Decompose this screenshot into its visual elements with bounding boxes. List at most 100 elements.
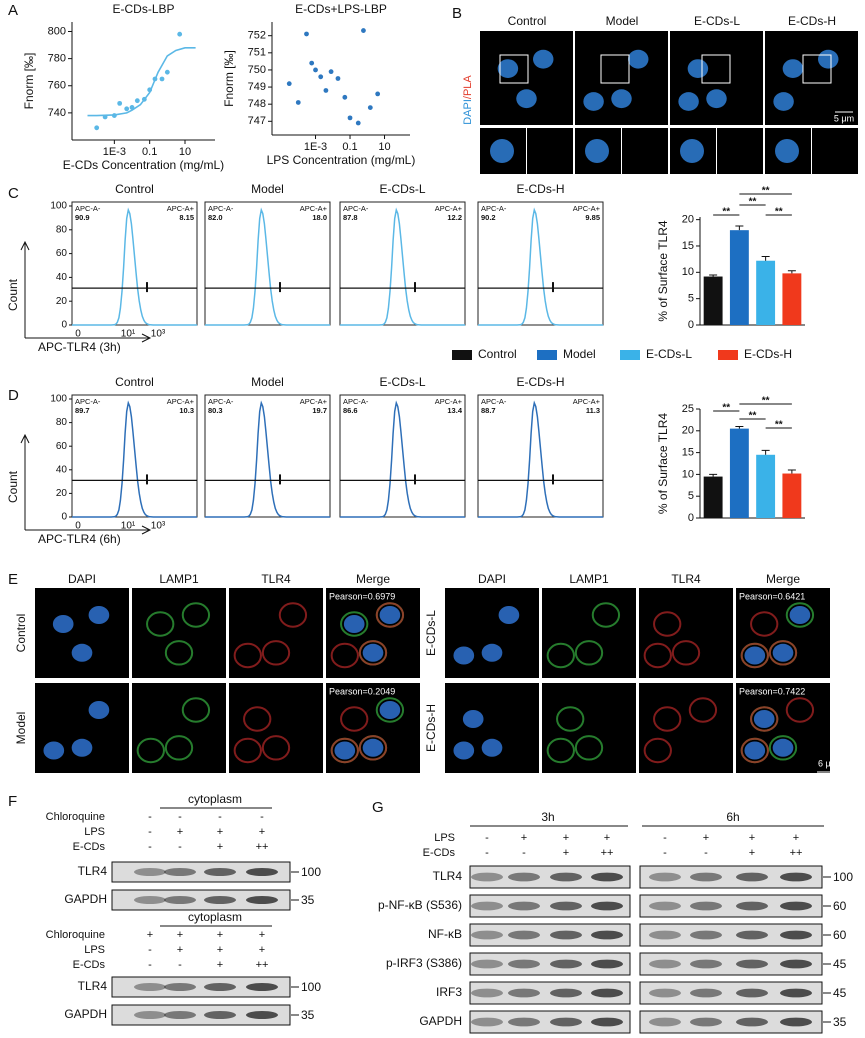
- cell-stain: [181, 602, 211, 628]
- cell-nucleus: [775, 139, 799, 163]
- cell-stain: [591, 602, 621, 628]
- panel-label: B: [452, 5, 462, 22]
- data-point: [335, 76, 341, 81]
- blot-band: [780, 901, 812, 911]
- axis-arrow: [20, 433, 152, 535]
- lane-sign: +: [217, 929, 223, 941]
- gate-value: 89.7: [75, 406, 90, 415]
- blot-band: [134, 1011, 166, 1019]
- y-tick-label: 5: [688, 293, 694, 305]
- blot-band: [649, 959, 681, 969]
- x-tick-label: 0: [75, 521, 81, 532]
- data-point: [347, 115, 353, 121]
- gate-label: APC-A+: [573, 204, 601, 213]
- data-point: [159, 76, 165, 82]
- lane-sign: +: [521, 832, 527, 844]
- panel-label: F: [8, 793, 17, 810]
- legend-swatch: [718, 350, 738, 360]
- lane-sign: +: [749, 832, 755, 844]
- blot-band: [164, 868, 196, 876]
- blot-band: [690, 959, 722, 969]
- y-tick-label: 747: [248, 115, 266, 127]
- cell-stain: [740, 737, 769, 764]
- micrograph: [229, 683, 323, 773]
- lane-sign: -: [663, 847, 667, 859]
- cell-stain: [653, 706, 682, 732]
- data-point: [94, 125, 100, 131]
- blot-band: [780, 872, 812, 882]
- x-axis-label: E-CDs Concentration (mg/mL): [63, 158, 224, 172]
- y-axis-label: % of Surface TLR4: [656, 413, 670, 514]
- blot-band: [591, 930, 623, 940]
- blot-band: [591, 988, 623, 998]
- blot-header: cytoplasm: [188, 910, 242, 924]
- data-point: [286, 81, 292, 87]
- column-label: Merge: [766, 572, 800, 586]
- error-bar: [709, 473, 718, 477]
- y-tick-label: 5: [688, 490, 694, 502]
- treatment-label: Chloroquine: [46, 811, 105, 823]
- y-tick-label: 750: [248, 64, 266, 76]
- lane-sign: +: [259, 826, 265, 838]
- cell-nucleus: [744, 741, 766, 760]
- blot-band: [204, 983, 236, 991]
- blot-band: [591, 1017, 623, 1027]
- histogram-curve: [478, 400, 603, 518]
- x-tick-label: 1E-3: [304, 141, 327, 153]
- micrograph: [542, 683, 636, 773]
- cell-stain: [146, 611, 175, 637]
- lane-sign: -: [148, 826, 152, 838]
- blot: [111, 861, 291, 883]
- cell-nucleus: [43, 741, 65, 760]
- y-tick-label: 20: [682, 214, 694, 226]
- gate-label: APC-A-: [481, 204, 507, 213]
- bar: [703, 476, 723, 518]
- blot-band: [164, 983, 196, 991]
- flow-title: E-CDs-H: [517, 375, 565, 389]
- blot-label: GAPDH: [64, 1007, 107, 1021]
- data-point: [375, 91, 381, 97]
- histogram-curve: [205, 400, 330, 518]
- cell-stain: [278, 602, 308, 628]
- cell-stain: [750, 706, 779, 732]
- pearson-label: Pearson=0.6421: [739, 591, 805, 601]
- micrograph: [670, 31, 763, 125]
- cell-nucleus: [481, 643, 503, 662]
- data-point: [318, 74, 324, 80]
- error-bar: [735, 225, 744, 231]
- y-tick-label: 80: [56, 417, 68, 428]
- cell-stain: [688, 697, 718, 723]
- significance-label: **: [722, 207, 730, 218]
- histogram-curve: [478, 207, 603, 326]
- blot-band: [780, 959, 812, 969]
- blot-band: [246, 868, 278, 876]
- chart-title: E-CDs-LBP: [112, 2, 174, 16]
- lane-sign: +: [217, 959, 223, 971]
- histogram-curve: [72, 400, 197, 518]
- histogram-curve: [72, 207, 197, 326]
- y-axis-label: Count: [6, 278, 20, 311]
- cell-nucleus: [497, 59, 519, 78]
- cell-nucleus: [343, 615, 365, 633]
- blot-band: [134, 868, 166, 876]
- data-point: [134, 98, 140, 104]
- error-bar: [761, 256, 770, 261]
- error-bar: [761, 449, 770, 455]
- y-tick-label: 40: [56, 464, 68, 475]
- data-point: [304, 31, 309, 37]
- column-label: LAMP1: [569, 572, 609, 586]
- blot: [111, 1004, 291, 1026]
- blot-band: [134, 983, 166, 991]
- blot: [111, 889, 291, 911]
- y-tick-label: 60: [56, 248, 68, 259]
- cell-stain: [653, 611, 682, 637]
- gate-value: 80.3: [208, 406, 223, 415]
- lane-sign: ++: [256, 841, 269, 853]
- data-point: [164, 69, 170, 75]
- cell-nucleus: [753, 710, 775, 728]
- scale-bar-label: 5 μm: [834, 113, 854, 123]
- blot-band: [164, 896, 196, 904]
- lane-sign: +: [259, 929, 265, 941]
- blot-band: [690, 1017, 722, 1027]
